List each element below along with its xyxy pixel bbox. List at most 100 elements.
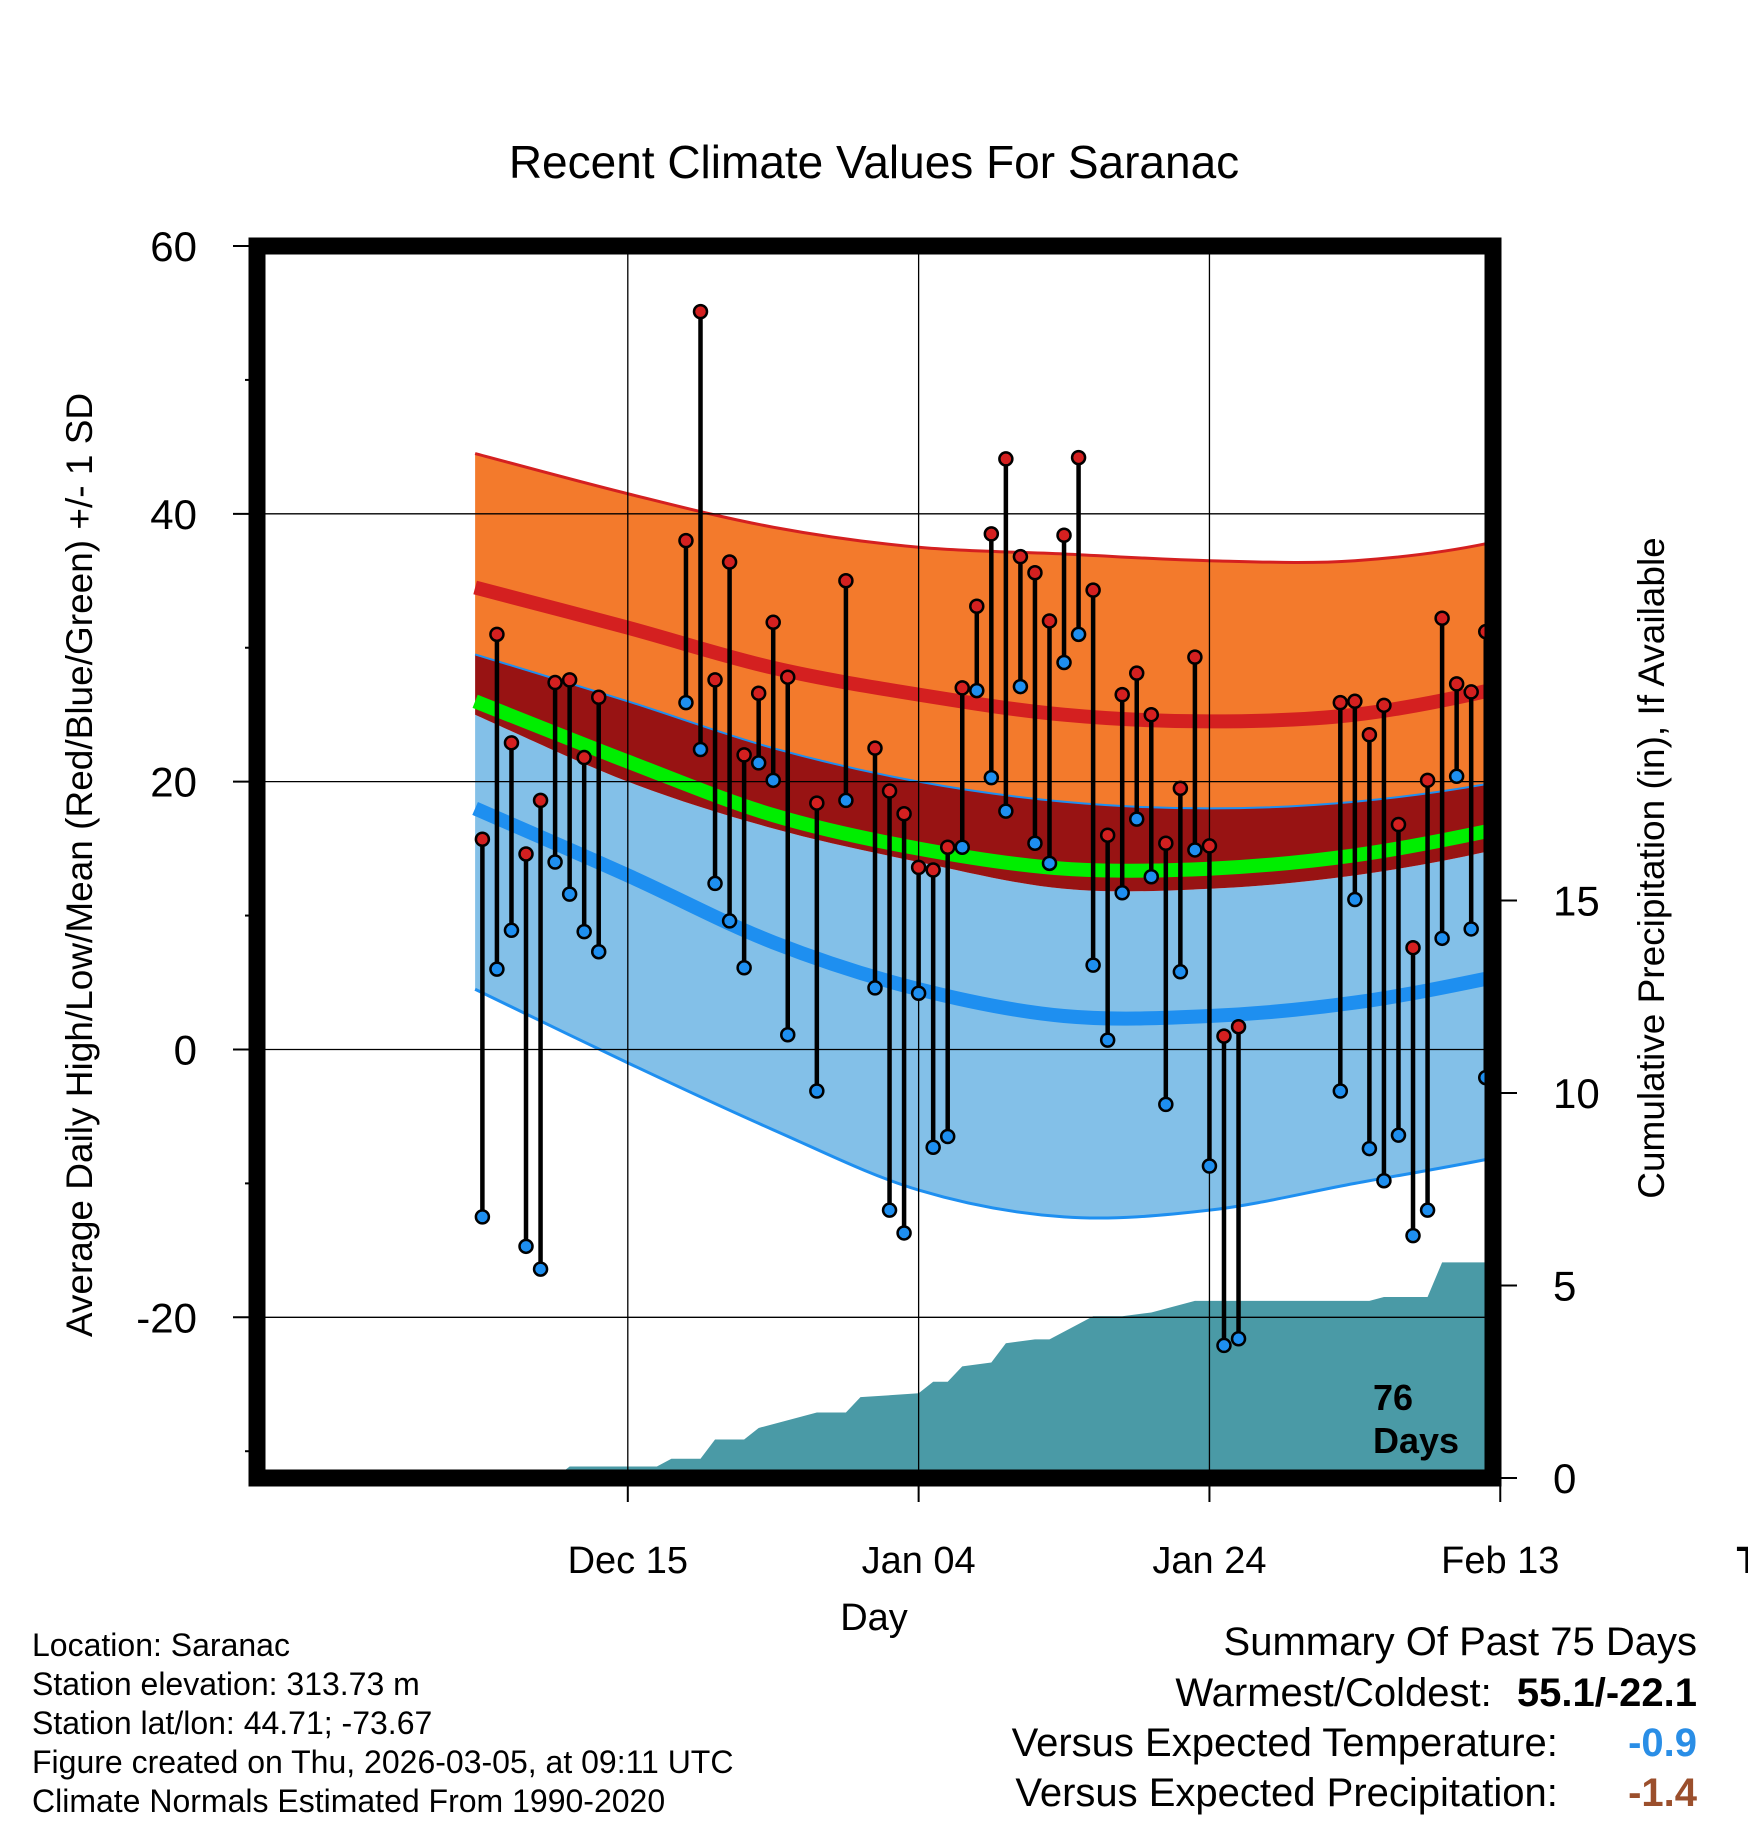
daily-high-point [1012, 548, 1029, 565]
y2-tick-label: 15 [1553, 878, 1600, 925]
daily-low-point [707, 875, 723, 892]
temp-value: -0.9 [1628, 1721, 1697, 1765]
daily-high-point [1581, 613, 1594, 626]
daily-low-point [809, 1083, 825, 1099]
daily-high-point [1419, 772, 1436, 789]
x-axis-label: Day [840, 1597, 908, 1639]
daily-high-point [1187, 649, 1203, 665]
y-axis-label: Average Daily High/Low/Mean (Red/Blue/Gr… [59, 393, 100, 1337]
daily-high-point [1697, 412, 1710, 425]
daily-low-point [1712, 1118, 1725, 1131]
daily-low-point [881, 1202, 898, 1218]
latlon-text: Station lat/lon: 44.71; -73.67 [32, 1705, 433, 1741]
cumulative-precip-area [562, 1262, 1487, 1472]
daily-low-point [547, 854, 563, 870]
y-tick-label: 40 [150, 491, 197, 538]
daily-high-point [750, 685, 767, 702]
summary-heading: Summary Of Past 75 Days [1223, 1620, 1697, 1664]
daily-high-point [532, 792, 549, 809]
daily-low-point [1390, 1127, 1407, 1143]
daily-high-point [518, 846, 534, 862]
summary-warmest-row: Warmest/Coldest: 55.1/-22.1 [1175, 1671, 1697, 1716]
daily-high-point [489, 626, 505, 643]
daily-high-point [1390, 816, 1407, 833]
daily-low-point [1332, 1083, 1349, 1099]
daily-low-point [1347, 891, 1363, 908]
daily-low-point [1405, 1227, 1421, 1244]
daily-low-point [1114, 885, 1130, 901]
daily-high-point [1712, 680, 1725, 693]
daily-low-point [1012, 678, 1029, 695]
daily-high-point [910, 859, 927, 876]
daily-low-point [939, 1128, 956, 1145]
daily-high-point [1114, 686, 1130, 703]
daily-high-point [1448, 676, 1465, 692]
daily-low-point [1056, 654, 1072, 671]
daily-low-point [1070, 626, 1087, 643]
elevation-text: Station elevation: 313.73 m [32, 1666, 420, 1702]
location-text: Location: Saranac [32, 1627, 290, 1663]
daily-high-point [1508, 692, 1521, 705]
daily-low-point [969, 682, 985, 699]
daily-high-point [1347, 693, 1363, 710]
daily-high-point [780, 669, 796, 685]
daily-low-point [896, 1225, 912, 1241]
daily-high-point [547, 674, 563, 691]
daily-low-point [1187, 842, 1203, 858]
daily-low-point [983, 769, 1000, 786]
daily-high-point [809, 795, 825, 811]
daily-low-point [1552, 845, 1565, 858]
daily-high-point [1552, 581, 1565, 594]
daily-low-point [1683, 1023, 1696, 1036]
daily-high-point [1041, 613, 1058, 629]
daily-low-point [1027, 835, 1043, 852]
daily-low-point [576, 923, 592, 940]
daily-low-point [532, 1261, 549, 1277]
daily-high-point [881, 783, 898, 799]
summary-precip-row: Versus Expected Precipitation: -1.4 [1015, 1771, 1697, 1816]
daily-low-point [925, 1139, 941, 1155]
y-tick-label: 0 [174, 1026, 197, 1073]
daily-high-point [576, 749, 592, 766]
daily-high-point [1376, 697, 1392, 714]
daily-low-point [1566, 980, 1579, 993]
temp-label: Versus Expected Temperature: [1011, 1721, 1558, 1765]
today-days-label: Days [1373, 1420, 1459, 1461]
band-overlap [475, 654, 1487, 892]
daily-high-point [1143, 706, 1160, 723]
y2-tick-label: 0 [1553, 1455, 1576, 1502]
daily-low-point [998, 803, 1014, 819]
daily-low-point [1085, 957, 1101, 973]
daily-low-point [1508, 1066, 1521, 1079]
daily-high-point [1537, 525, 1550, 538]
daily-high-point [1726, 797, 1739, 810]
daily-low-point [692, 741, 709, 758]
y-tick-label: -20 [136, 1294, 197, 1341]
daily-low-point [1376, 1172, 1392, 1189]
daily-high-point [1216, 1028, 1232, 1044]
daily-low-point [1463, 921, 1479, 937]
daily-high-point [1027, 564, 1043, 581]
daily-low-point [678, 694, 694, 711]
daily-low-point [721, 913, 738, 929]
daily-high-point [765, 614, 781, 631]
precip-value: -1.4 [1628, 1771, 1697, 1815]
summary-temp-row: Versus Expected Temperature: -0.9 [1012, 1721, 1697, 1766]
y-tick-label: 20 [150, 759, 197, 806]
y2-axis-label: Cumulative Precipitation (in), If Availa… [1631, 537, 1672, 1199]
daily-low-point [1610, 845, 1623, 858]
daily-high-point [1361, 727, 1378, 743]
daily-high-point [1523, 527, 1536, 540]
daily-high-point [1172, 780, 1189, 797]
daily-high-point [983, 526, 1000, 542]
daily-low-point [590, 943, 607, 960]
daily-high-point [707, 672, 723, 688]
daily-high-point [1201, 838, 1218, 854]
daily-high-point [1070, 449, 1087, 466]
daily-high-point [1128, 665, 1145, 681]
x-tick-label: Feb 13 [1441, 1540, 1559, 1582]
daily-low-point [838, 792, 854, 809]
daily-low-point [1216, 1337, 1232, 1354]
daily-low-point [1523, 906, 1536, 919]
daily-low-point [1434, 930, 1450, 947]
